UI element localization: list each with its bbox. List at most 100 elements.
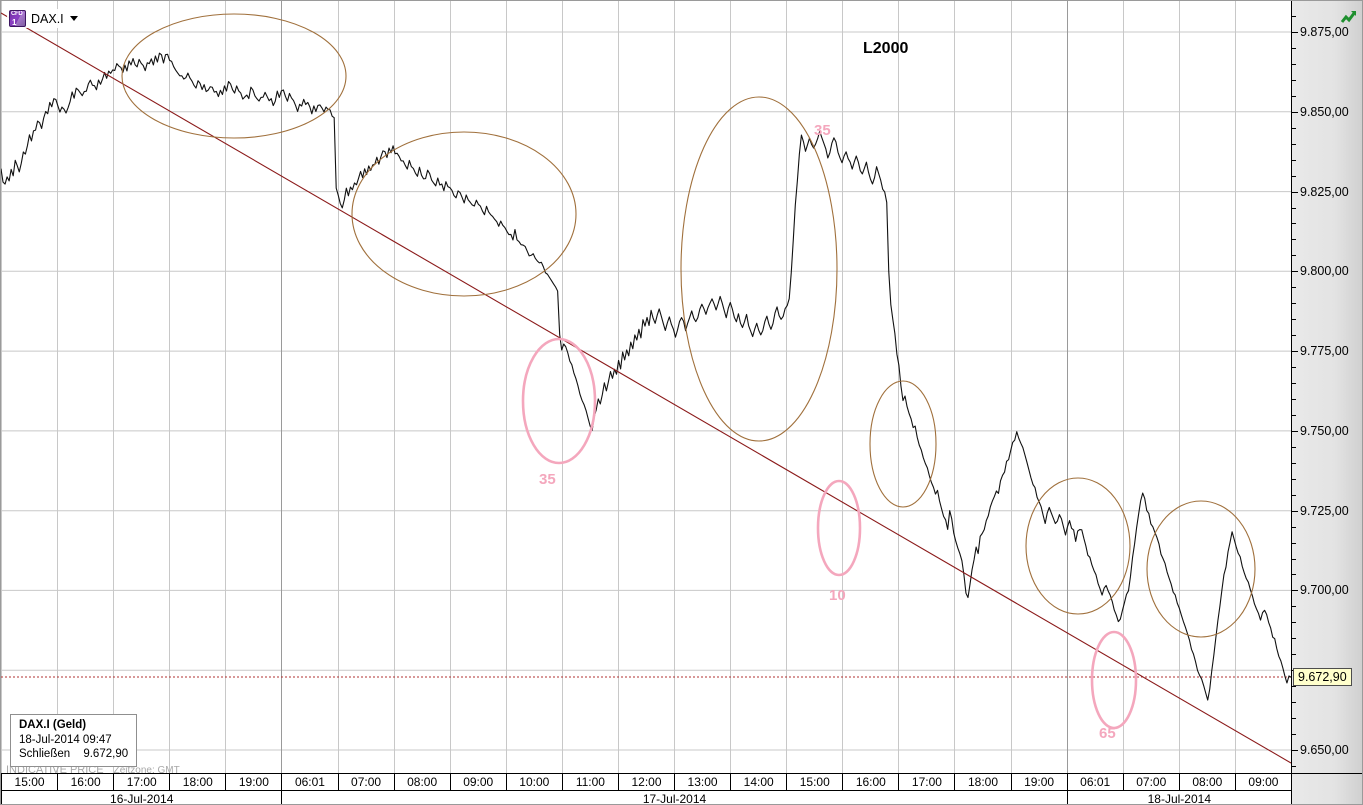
price-tick-major: [1292, 590, 1298, 591]
time-axis-cell: 09:00: [449, 774, 506, 790]
time-axis-cell: 14:00: [730, 774, 786, 790]
price-tick-minor: [1292, 559, 1296, 560]
price-tick-minor: [1292, 622, 1296, 623]
price-tick-major: [1292, 271, 1298, 272]
chart-plot-area[interactable]: [1, 1, 1291, 773]
time-axis[interactable]: 15:00 16:00 17:00 18:00 19:00 06:01 07:00 08:00…: [1, 773, 1291, 804]
time-axis-cell: 08:00: [1178, 774, 1235, 790]
cfd-badge-icon: CFD 1: [9, 10, 26, 27]
price-tick-minor: [1292, 128, 1296, 129]
price-axis-label: 9.800,00: [1300, 264, 1349, 279]
price-axis-label: 9.750,00: [1300, 423, 1349, 438]
ellipse-3: [521, 337, 597, 465]
chart-canvas: [1, 1, 1291, 773]
ellipse-9: [1146, 500, 1256, 638]
price-tick-major: [1292, 351, 1298, 352]
time-axis-cell: 17:00: [113, 774, 169, 790]
price-tick-minor: [1292, 160, 1296, 161]
quote-close-label: Schließen: [19, 748, 71, 761]
price-tick-minor: [1292, 239, 1296, 240]
price-tick-minor: [1292, 80, 1296, 81]
price-tick-minor: [1292, 638, 1296, 639]
price-tick-major: [1292, 32, 1298, 33]
ellipse-2: [351, 131, 577, 297]
time-axis-cell: 08:00: [393, 774, 450, 790]
time-axis-cell: 15:00: [786, 774, 842, 790]
time-axis-cell: 15:00: [1, 774, 57, 790]
annotation-label-2: 10: [829, 587, 846, 604]
price-tick-minor: [1292, 367, 1296, 368]
price-tick-minor: [1292, 383, 1296, 384]
timezone-label: Zeitzone: GMT: [113, 764, 180, 776]
price-tick-minor: [1292, 399, 1296, 400]
green-trend-arrow-icon[interactable]: [1340, 9, 1358, 25]
price-tick-minor: [1292, 64, 1296, 65]
price-tick-minor: [1292, 734, 1296, 735]
quote-timestamp: 18-Jul-2014 09:47: [19, 733, 112, 746]
time-axis-cell: 16:00: [57, 774, 113, 790]
price-tick-minor: [1292, 96, 1296, 97]
quote-legend-box: DAX.I (Geld) 18-Jul-2014 09:47 Schließen…: [10, 714, 138, 768]
date-axis-cell: 17-Jul-2014: [281, 791, 1066, 804]
time-axis-cell: 06:01: [281, 774, 337, 790]
symbol-selector[interactable]: CFD 1 DAX.I: [7, 9, 82, 28]
price-tick-minor: [1292, 543, 1296, 544]
date-axis-cell: 18-Jul-2014: [1066, 791, 1291, 804]
price-axis-label: 9.875,00: [1300, 25, 1349, 39]
price-tick-major: [1292, 750, 1298, 751]
annotation-label-3: 65: [1099, 725, 1116, 742]
price-tick-minor: [1292, 495, 1296, 496]
quote-close-value: 9.672,90: [83, 748, 129, 761]
symbol-label: DAX.I: [31, 11, 64, 26]
annotation-label-1: 35: [814, 122, 831, 139]
ellipse-4: [680, 96, 838, 442]
price-axis[interactable]: 9.875,00 9.850,00 9.825,00 9.800,00 9.775,00…: [1291, 1, 1362, 773]
time-axis-cell: 09:00: [1234, 774, 1291, 790]
price-tick-minor: [1292, 463, 1296, 464]
price-tick-minor: [1292, 527, 1296, 528]
time-axis-cell: 18:00: [169, 774, 225, 790]
time-axis-cell: 12:00: [617, 774, 674, 790]
price-axis-label: 9.825,00: [1300, 184, 1349, 199]
quote-close-row: Schließen 9.672,90: [19, 747, 128, 762]
price-tick-minor: [1292, 686, 1296, 687]
time-label-row: 15:00 16:00 17:00 18:00 19:00 06:01 07:00 08:00…: [1, 774, 1291, 791]
time-axis-cell: 19:00: [225, 774, 281, 790]
time-axis-cell: 10:00: [505, 774, 562, 790]
price-axis-label: 9.700,00: [1300, 583, 1349, 598]
ellipse-7: [1025, 477, 1131, 615]
price-tick-minor: [1292, 574, 1296, 575]
price-tick-minor: [1292, 208, 1296, 209]
price-axis-label: 9.775,00: [1300, 344, 1349, 359]
indicative-price-strip: INDICATIVE PRICE Zeitzone: GMT: [1, 763, 1291, 777]
price-tick-minor: [1292, 144, 1296, 145]
time-axis-cell: 19:00: [1010, 774, 1067, 790]
price-tick-minor: [1292, 702, 1296, 703]
price-tick-major: [1292, 431, 1298, 432]
time-axis-cell: 13:00: [674, 774, 730, 790]
price-tick-major: [1292, 192, 1298, 193]
price-tick-minor: [1292, 319, 1296, 320]
time-axis-cell: 16:00: [842, 774, 898, 790]
price-tick-major: [1292, 112, 1298, 113]
price-tick-minor: [1292, 287, 1296, 288]
ellipse-6: [816, 479, 862, 577]
price-tick-minor: [1292, 654, 1296, 655]
time-axis-cell: 11:00: [561, 774, 618, 790]
chevron-down-icon[interactable]: [69, 16, 78, 21]
time-axis-cell: 17:00: [898, 774, 954, 790]
price-tick-minor: [1292, 415, 1296, 416]
price-tick-minor: [1292, 766, 1296, 767]
price-tick-minor: [1292, 16, 1296, 17]
price-tick-minor: [1292, 479, 1296, 480]
time-axis-cell: 07:00: [1122, 774, 1179, 790]
time-axis-cell: 07:00: [337, 774, 394, 790]
price-tick-minor: [1292, 48, 1296, 49]
date-label-row: 16-Jul-2014 17-Jul-2014 18-Jul-2014: [1, 791, 1291, 804]
quote-title: DAX.I (Geld): [19, 719, 87, 731]
current-price-marker: 9.672,90: [1293, 667, 1352, 686]
time-axis-cell: 06:01: [1066, 774, 1123, 790]
price-tick-minor: [1292, 223, 1296, 224]
axis-corner-filler: [1291, 773, 1362, 804]
